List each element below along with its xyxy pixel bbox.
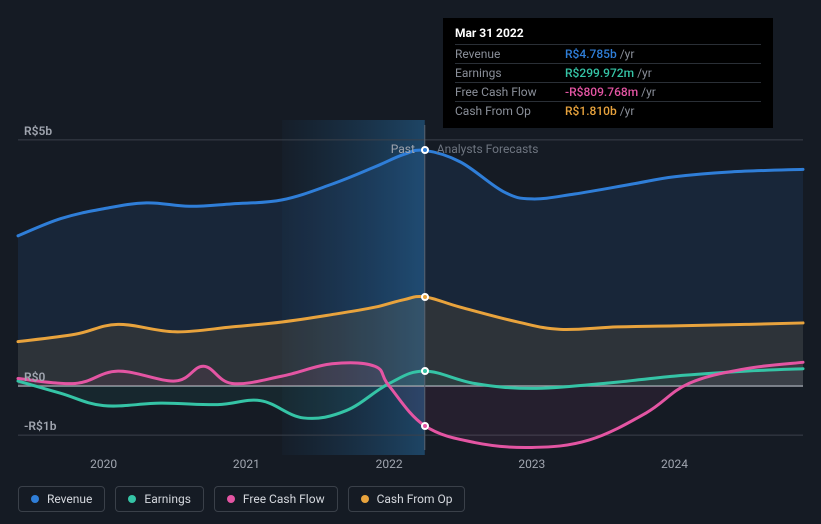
tooltip-row-value: -R$809.768m [565,85,638,99]
chart-marker-free_cash_flow [421,422,429,430]
legend-item-earnings[interactable]: Earnings [115,486,204,512]
tooltip-row-unit: /yr [637,66,652,80]
chart-tooltip: Mar 31 2022 RevenueR$4.785b/yrEarningsR$… [443,18,773,128]
legend-label: Cash From Op [377,492,453,506]
tooltip-title: Mar 31 2022 [455,26,761,44]
legend-dot-icon [128,495,136,503]
tooltip-row-unit: /yr [620,47,635,61]
forecast-label: Analysts Forecasts [437,142,539,156]
legend-dot-icon [31,495,39,503]
y-axis-label: -R$1b [24,419,56,433]
legend-dot-icon [227,495,235,503]
x-axis-label: 2024 [661,457,688,471]
financials-chart: R$5b R$0 -R$1b 2020 2021 2022 2023 2024 Past An… [0,0,821,524]
chart-marker-cash_from_op [421,293,429,301]
tooltip-row-label: Earnings [455,66,565,80]
legend-item-cash_from_op[interactable]: Cash From Op [348,486,466,512]
tooltip-row: Cash From OpR$1.810b/yr [455,101,761,120]
legend-label: Free Cash Flow [243,492,325,506]
legend-item-revenue[interactable]: Revenue [18,486,105,512]
tooltip-row-value: R$1.810b [565,104,617,118]
tooltip-row: EarningsR$299.972m/yr [455,63,761,82]
x-axis-label: 2021 [233,457,260,471]
chart-marker-earnings [421,367,429,375]
y-axis-label: R$5b [24,124,52,138]
chart-marker-revenue [421,146,429,154]
legend-item-free_cash_flow[interactable]: Free Cash Flow [214,486,338,512]
y-axis-label: R$0 [24,370,45,384]
tooltip-row: Free Cash Flow-R$809.768m/yr [455,82,761,101]
tooltip-row-unit: /yr [641,85,656,99]
legend-dot-icon [361,495,369,503]
tooltip-row-value: R$4.785b [565,47,617,61]
legend-label: Earnings [144,492,191,506]
x-axis-label: 2022 [376,457,403,471]
tooltip-row-label: Cash From Op [455,104,565,118]
x-axis-label: 2020 [90,457,117,471]
tooltip-row-unit: /yr [620,104,635,118]
tooltip-row: RevenueR$4.785b/yr [455,44,761,63]
tooltip-row-value: R$299.972m [565,66,634,80]
x-axis-label: 2023 [518,457,545,471]
past-label: Past [391,142,415,156]
legend-label: Revenue [47,492,92,506]
tooltip-row-label: Revenue [455,47,565,61]
tooltip-row-label: Free Cash Flow [455,85,565,99]
chart-legend: Revenue Earnings Free Cash Flow Cash From O… [18,486,465,512]
